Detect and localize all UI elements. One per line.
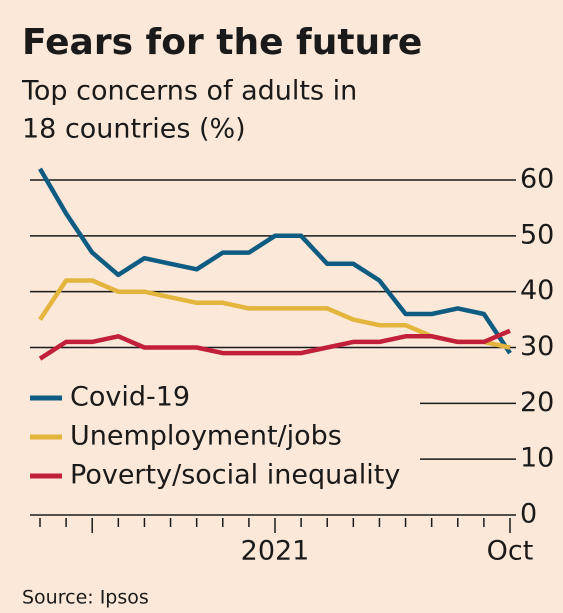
y-tick-label: 60 <box>520 164 554 195</box>
y-tick-label: 40 <box>520 275 554 306</box>
x-tick-label: 2021 <box>241 536 310 567</box>
chart-subtitle: 18 countries (%) <box>22 114 246 145</box>
x-tick-label: Oct <box>487 536 534 567</box>
series-line <box>38 167 512 355</box>
chart-title: Fears for the future <box>22 22 422 63</box>
legend-background <box>20 378 420 496</box>
legend-label: Covid-19 <box>70 382 190 413</box>
y-tick-label: 0 <box>520 499 537 530</box>
y-tick-label: 50 <box>520 219 554 250</box>
legend-label: Unemployment/jobs <box>70 421 342 452</box>
y-tick-label: 10 <box>520 443 554 474</box>
y-tick-label: 20 <box>520 387 554 418</box>
source: Source: Ipsos <box>22 587 149 609</box>
series-line <box>38 328 511 361</box>
legend-label: Poverty/social inequality <box>70 460 400 491</box>
chart-subtitle: Top concerns of adults in <box>21 76 357 107</box>
y-tick-label: 30 <box>520 331 554 362</box>
